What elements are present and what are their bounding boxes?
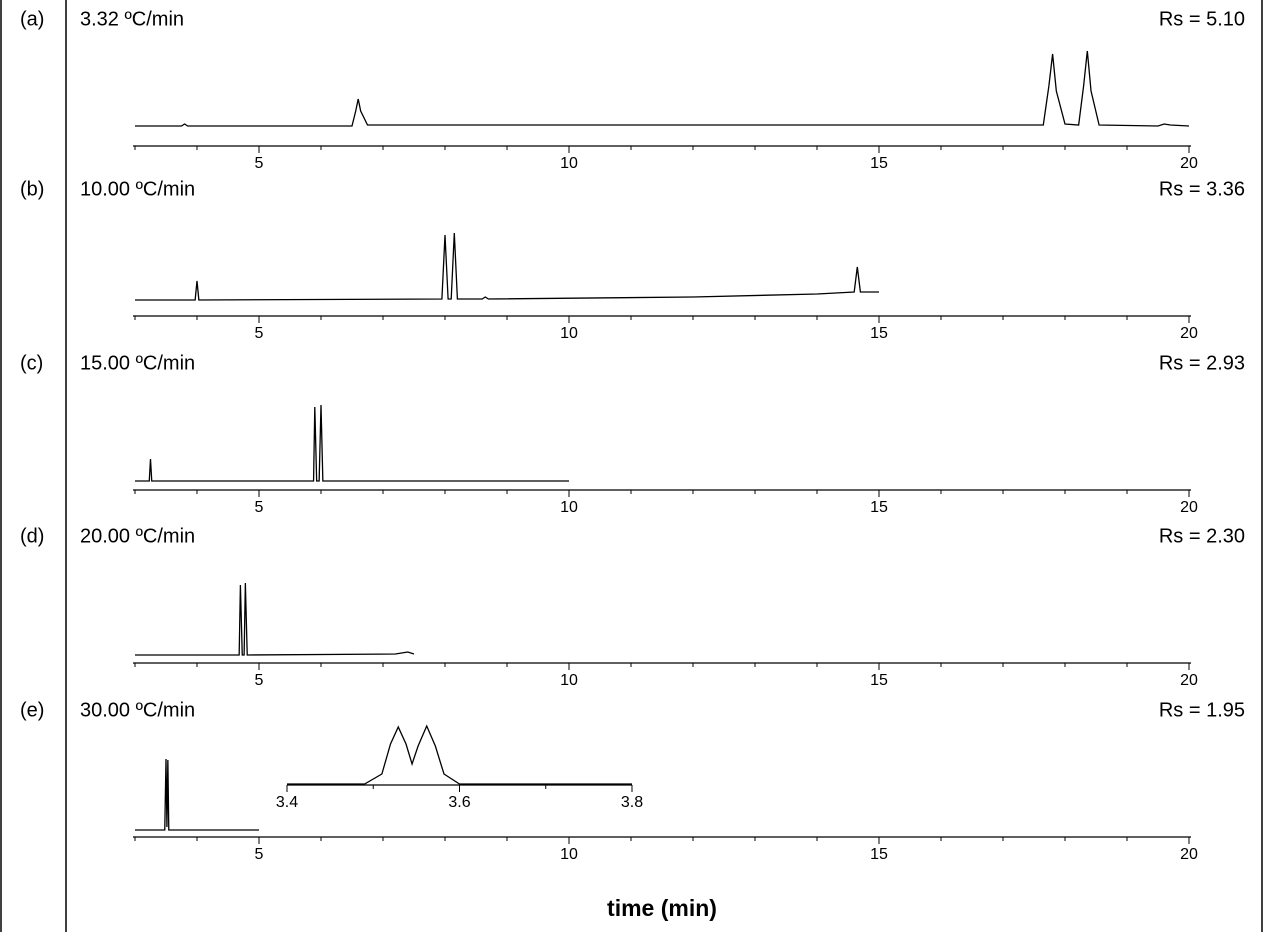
annotation: Rs = 2.30 [1159,525,1245,547]
x-axis-label: time (min) [607,895,717,921]
x-tick-label: 20 [1180,325,1198,342]
x-tick-label: 20 [1180,155,1198,172]
chart: (a) 3.32 ºC/min Rs = 5.10 5 10 15 20 (b) 10.00 º… [0,0,1264,932]
trace [135,51,1189,126]
x-tick-label: 5 [255,499,264,516]
panel-title: 15.00 ºC/min [80,352,195,374]
x-tick-label: 10 [560,325,578,342]
x-tick-label: 10 [560,499,578,516]
trace [287,726,632,784]
panel-label: (d) [20,525,44,547]
annotation: Rs = 3.36 [1159,178,1245,200]
x-tick-label: 10 [560,672,578,689]
x-tick-label: 10 [560,155,578,172]
panel-label: (a) [20,8,44,30]
x-tick-label: 3.6 [448,794,470,811]
panel-label: (b) [20,178,44,200]
annotation: Rs = 2.93 [1159,352,1245,374]
x-tick-label: 5 [255,846,264,863]
x-tick-label: 5 [255,672,264,689]
panel-title: 20.00 ºC/min [80,525,195,547]
annotation: Rs = 1.95 [1159,699,1245,721]
trace [135,405,569,481]
panel-title: 30.00 ºC/min [80,699,195,721]
x-tick-label: 15 [870,672,888,689]
x-tick-label: 15 [870,155,888,172]
panel-label: (e) [20,699,44,721]
panel-title: 3.32 ºC/min [80,8,184,30]
x-tick-label: 15 [870,325,888,342]
trace [135,583,414,655]
x-tick-label: 5 [255,325,264,342]
annotation: Rs = 5.10 [1159,8,1245,30]
x-tick-label: 10 [560,846,578,863]
x-tick-label: 15 [870,499,888,516]
x-tick-label: 3.4 [276,794,298,811]
x-tick-label: 20 [1180,846,1198,863]
panel-title: 10.00 ºC/min [80,178,195,200]
trace [135,233,879,300]
panel-label: (c) [20,352,43,374]
trace [135,759,259,830]
x-tick-label: 20 [1180,499,1198,516]
x-tick-label: 15 [870,846,888,863]
x-tick-label: 5 [255,155,264,172]
x-tick-label: 3.8 [621,794,643,811]
x-tick-label: 20 [1180,672,1198,689]
